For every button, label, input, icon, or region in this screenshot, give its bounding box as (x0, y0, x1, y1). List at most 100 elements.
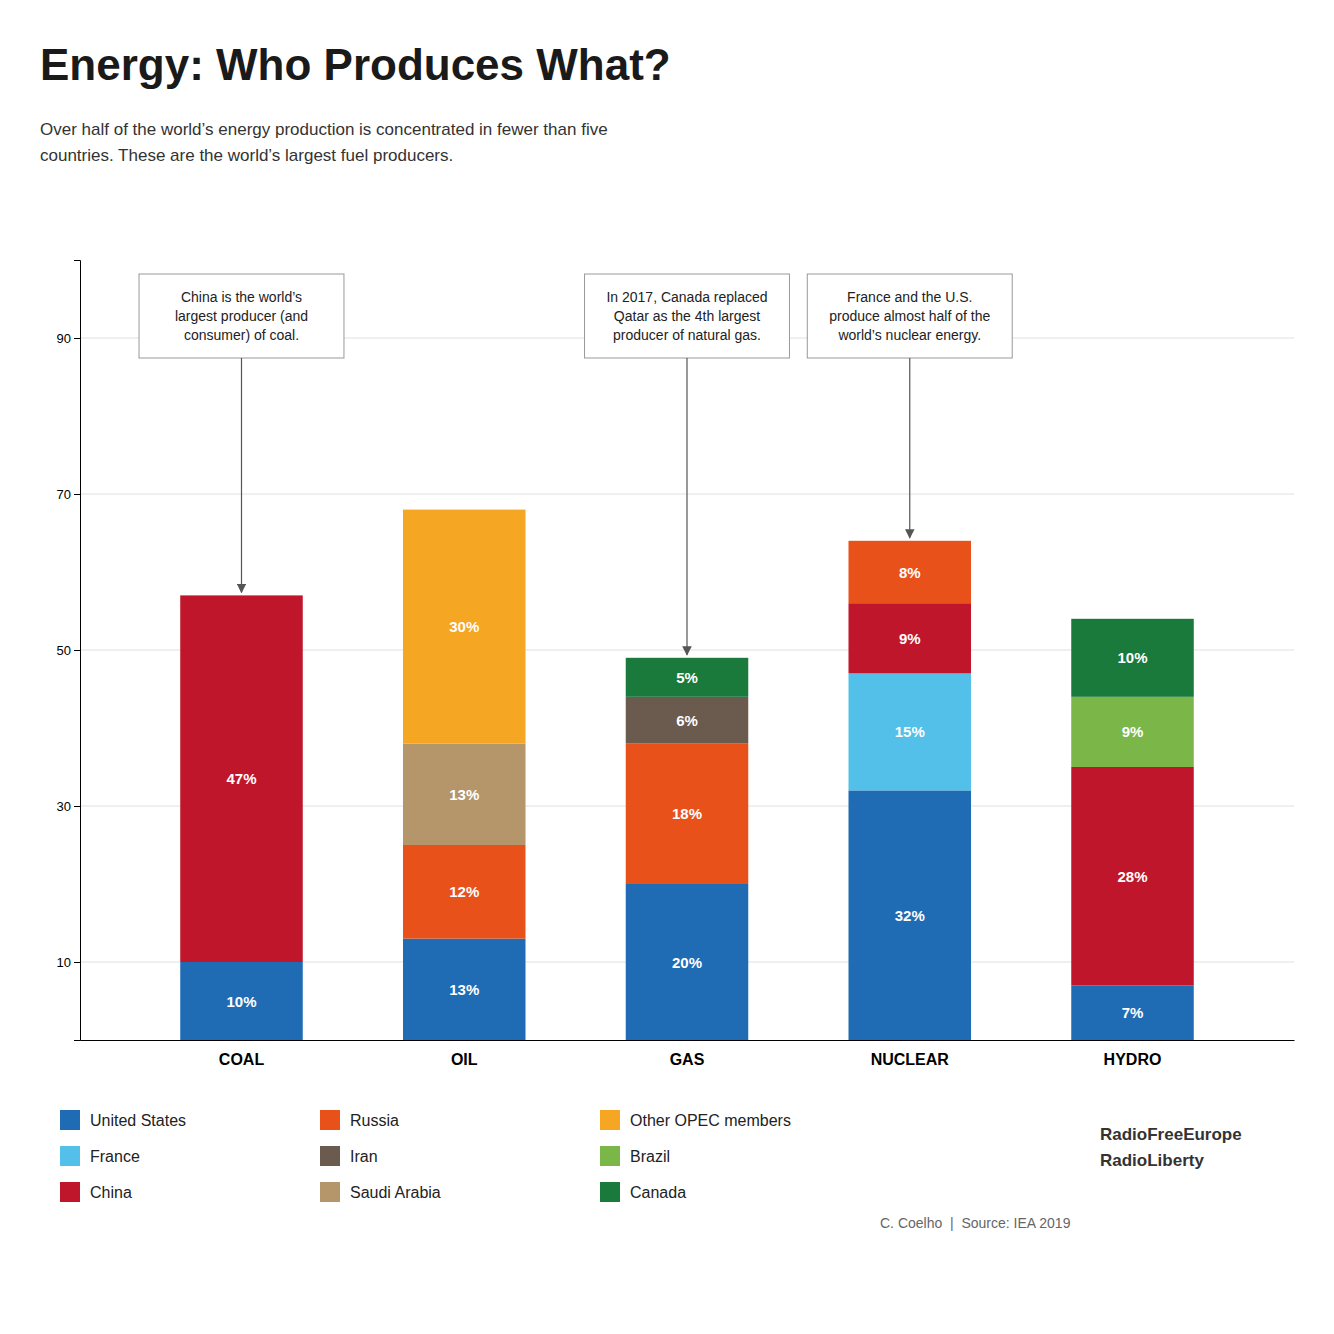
y-tick-mark (74, 806, 80, 807)
legend-label: United States (90, 1112, 186, 1129)
y-tick-label: 70 (57, 487, 71, 502)
bar-segment (403, 939, 526, 1040)
x-tick: NUCLEAR (871, 1040, 950, 1068)
legend-swatch (600, 1110, 620, 1130)
y-tick: 50 (57, 643, 80, 658)
bar-segment (1071, 767, 1194, 985)
y-tick-label: 90 (57, 331, 71, 346)
subtitle-line: countries. These are the world’s largest… (40, 146, 453, 165)
bar-segment (626, 697, 749, 744)
annotation-box (585, 274, 790, 358)
annotation-line: Qatar as the 4th largest (614, 308, 760, 324)
x-tick: GAS (670, 1040, 705, 1068)
bar-series (403, 510, 526, 744)
data-label: 9% (899, 630, 921, 647)
legend: United States France China Russia Iran Saudi … (60, 1110, 791, 1202)
annotation-arrow (241, 358, 242, 592)
annotation-line: produce almost half of the (829, 308, 990, 324)
bar-series (848, 673, 971, 790)
axis-domain (81, 1040, 1295, 1041)
legend-swatch (60, 1110, 80, 1130)
annotation-line: consumer) of coal. (184, 327, 299, 343)
x-tick-label: COAL (219, 1051, 265, 1068)
bar-segment (1071, 697, 1194, 767)
legend-item: Canada (600, 1182, 686, 1202)
legend-label: Iran (350, 1148, 378, 1165)
bar-segment (626, 744, 749, 884)
y-tick-mark (74, 338, 80, 339)
subtitle-line: Over half of the world’s energy producti… (40, 120, 608, 139)
bar-segment (1071, 619, 1194, 697)
legend-item: Brazil (600, 1146, 670, 1166)
legend-swatch (60, 1182, 80, 1202)
y-tick-label: 30 (57, 799, 71, 814)
x-tick: COAL (219, 1040, 265, 1068)
y-tick: 90 (57, 331, 80, 346)
annotation-text: China is the world’s largest producer (an… (175, 289, 308, 343)
bar-segment (180, 595, 303, 962)
legend-label: Brazil (630, 1148, 670, 1165)
y-tick: 30 (57, 799, 80, 814)
legend-label: China (90, 1184, 132, 1201)
data-label: 18% (672, 805, 702, 822)
data-label: 28% (1117, 868, 1147, 885)
data-label: 47% (226, 770, 256, 787)
legend-label: Other OPEC members (630, 1112, 791, 1129)
y-tick-label: 10 (57, 955, 71, 970)
legend-swatch (320, 1182, 340, 1202)
data-label: 20% (672, 954, 702, 971)
annotation: In 2017, Canada replacedQatar as the 4th… (585, 274, 790, 655)
x-tick-label: NUCLEAR (871, 1051, 950, 1068)
x-tick-label: HYDRO (1104, 1051, 1162, 1068)
bar-segment (403, 744, 526, 845)
annotation-text: In 2017, Canada replacedQatar as the 4th… (606, 289, 767, 343)
data-label: 8% (899, 564, 921, 581)
legend-item: China (60, 1182, 132, 1202)
annotation-line: France and the U.S. (847, 289, 972, 305)
y-axis: 10 30 50 70 90 (57, 261, 81, 1041)
annotation-line: largest producer (and (175, 308, 308, 324)
y-tick-mark (74, 962, 80, 963)
x-tick-label: OIL (451, 1051, 478, 1068)
annotation-box (807, 274, 1012, 358)
legend-item: United States (60, 1110, 186, 1130)
y-tick-mark (74, 650, 80, 651)
annotation-line: China is the world’s (181, 289, 302, 305)
x-axis: COAL OIL GAS NUCLEAR HYDRO (81, 1040, 1295, 1068)
annotation: France and the U.S. produce almost half o… (807, 274, 1012, 538)
bar-segment (848, 673, 971, 790)
legend-label: Canada (630, 1184, 686, 1201)
caption: C. Coelho | Source: IEA 2019 (880, 1215, 1071, 1231)
data-label: 7% (1122, 1004, 1144, 1021)
bar-segment (848, 790, 971, 1040)
bar-segment (180, 962, 303, 1040)
y-tick: 70 (57, 487, 80, 502)
bar-segment (1071, 985, 1194, 1040)
x-tick-label: GAS (670, 1051, 705, 1068)
legend-swatch (320, 1146, 340, 1166)
data-label: 32% (895, 907, 925, 924)
data-label: 13% (449, 981, 479, 998)
annotation-arrow (909, 358, 910, 538)
legend-item: Russia (320, 1110, 399, 1130)
annotation-line: world’s nuclear energy. (837, 327, 981, 343)
annotation-text: France and the U.S. produce almost half o… (829, 289, 990, 343)
bar-series (1071, 697, 1194, 767)
legend-swatch (600, 1146, 620, 1166)
bar-series (626, 697, 749, 744)
bar-segment (848, 541, 971, 603)
bar-segment (626, 658, 749, 697)
annotation: China is the world’s largest producer (an… (139, 274, 344, 592)
legend-swatch (320, 1110, 340, 1130)
data-label: 30% (449, 618, 479, 635)
bar-segment (403, 510, 526, 744)
data-label: 12% (449, 883, 479, 900)
y-tick: 10 (57, 955, 80, 970)
legend-item: France (60, 1146, 140, 1166)
y-tick-mark (74, 494, 80, 495)
legend-label: Saudi Arabia (350, 1184, 441, 1201)
annotation-arrow (686, 358, 687, 655)
x-tick: HYDRO (1104, 1040, 1162, 1068)
bar-segment (403, 845, 526, 939)
legend-label: Russia (350, 1112, 399, 1129)
